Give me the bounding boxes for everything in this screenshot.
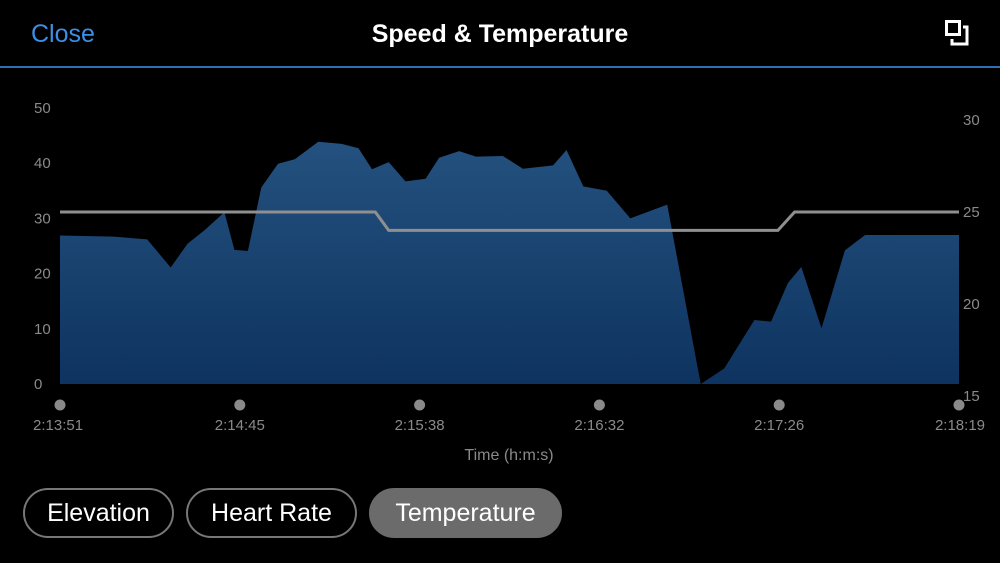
close-button[interactable]: Close: [31, 20, 95, 48]
x-axis-tick-label: 2:17:26: [754, 417, 804, 434]
x-axis-title: Time (h:m:s): [464, 447, 553, 464]
tab-elevation[interactable]: Elevation: [23, 488, 174, 538]
left-axis-tick: 0: [34, 376, 42, 393]
x-axis-tick-dot: [773, 399, 785, 411]
left-axis-tick: 20: [34, 266, 51, 283]
tab-heart-rate[interactable]: Heart Rate: [186, 488, 357, 538]
x-axis-tick-dot: [414, 399, 426, 411]
x-axis-tick-dot: [234, 399, 246, 411]
left-axis-tick: 40: [34, 155, 51, 172]
left-axis-tick: 10: [34, 321, 51, 338]
metric-tabs: Elevation Heart Rate Temperature: [0, 488, 1000, 542]
left-axis-tick: 50: [34, 100, 51, 117]
temperature-line-series: [60, 210, 959, 232]
x-axis-tick-label: 2:18:19: [935, 417, 985, 434]
x-axis-tick-dot: [54, 399, 66, 411]
speed-temperature-chart: 0 10 20 30 40 50 15 20 25 30 2:13:51 2:14:45 2:15:…: [33, 100, 985, 464]
header-divider: [0, 66, 1000, 68]
x-axis-tick-label: 2:16:32: [574, 417, 624, 434]
left-axis-tick: 30: [34, 210, 51, 227]
x-axis-tick-label: 2:13:51: [33, 417, 83, 434]
speed-area-series: [60, 141, 959, 384]
x-axis-tick-label: 2:15:38: [395, 417, 445, 434]
tab-temperature[interactable]: Temperature: [369, 488, 562, 538]
x-axis-tick-label: 2:14:45: [215, 417, 265, 434]
right-axis: 15 20 25 30: [963, 112, 980, 405]
header-bar: Close Speed & Temperature: [0, 0, 1000, 66]
x-axis-tick-dot: [953, 399, 965, 411]
right-axis-tick: 25: [963, 204, 980, 221]
expand-icon[interactable]: [945, 20, 971, 46]
x-axis: 2:13:51 2:14:45 2:15:38 2:16:32 2:17:26 2:18:…: [33, 399, 985, 434]
x-axis-tick-dot: [593, 399, 605, 411]
right-axis-tick: 15: [963, 388, 980, 405]
right-axis-tick: 30: [963, 112, 980, 129]
page-title: Speed & Temperature: [371, 20, 629, 48]
left-axis: 0 10 20 30 40 50: [34, 100, 51, 393]
right-axis-tick: 20: [963, 296, 980, 313]
